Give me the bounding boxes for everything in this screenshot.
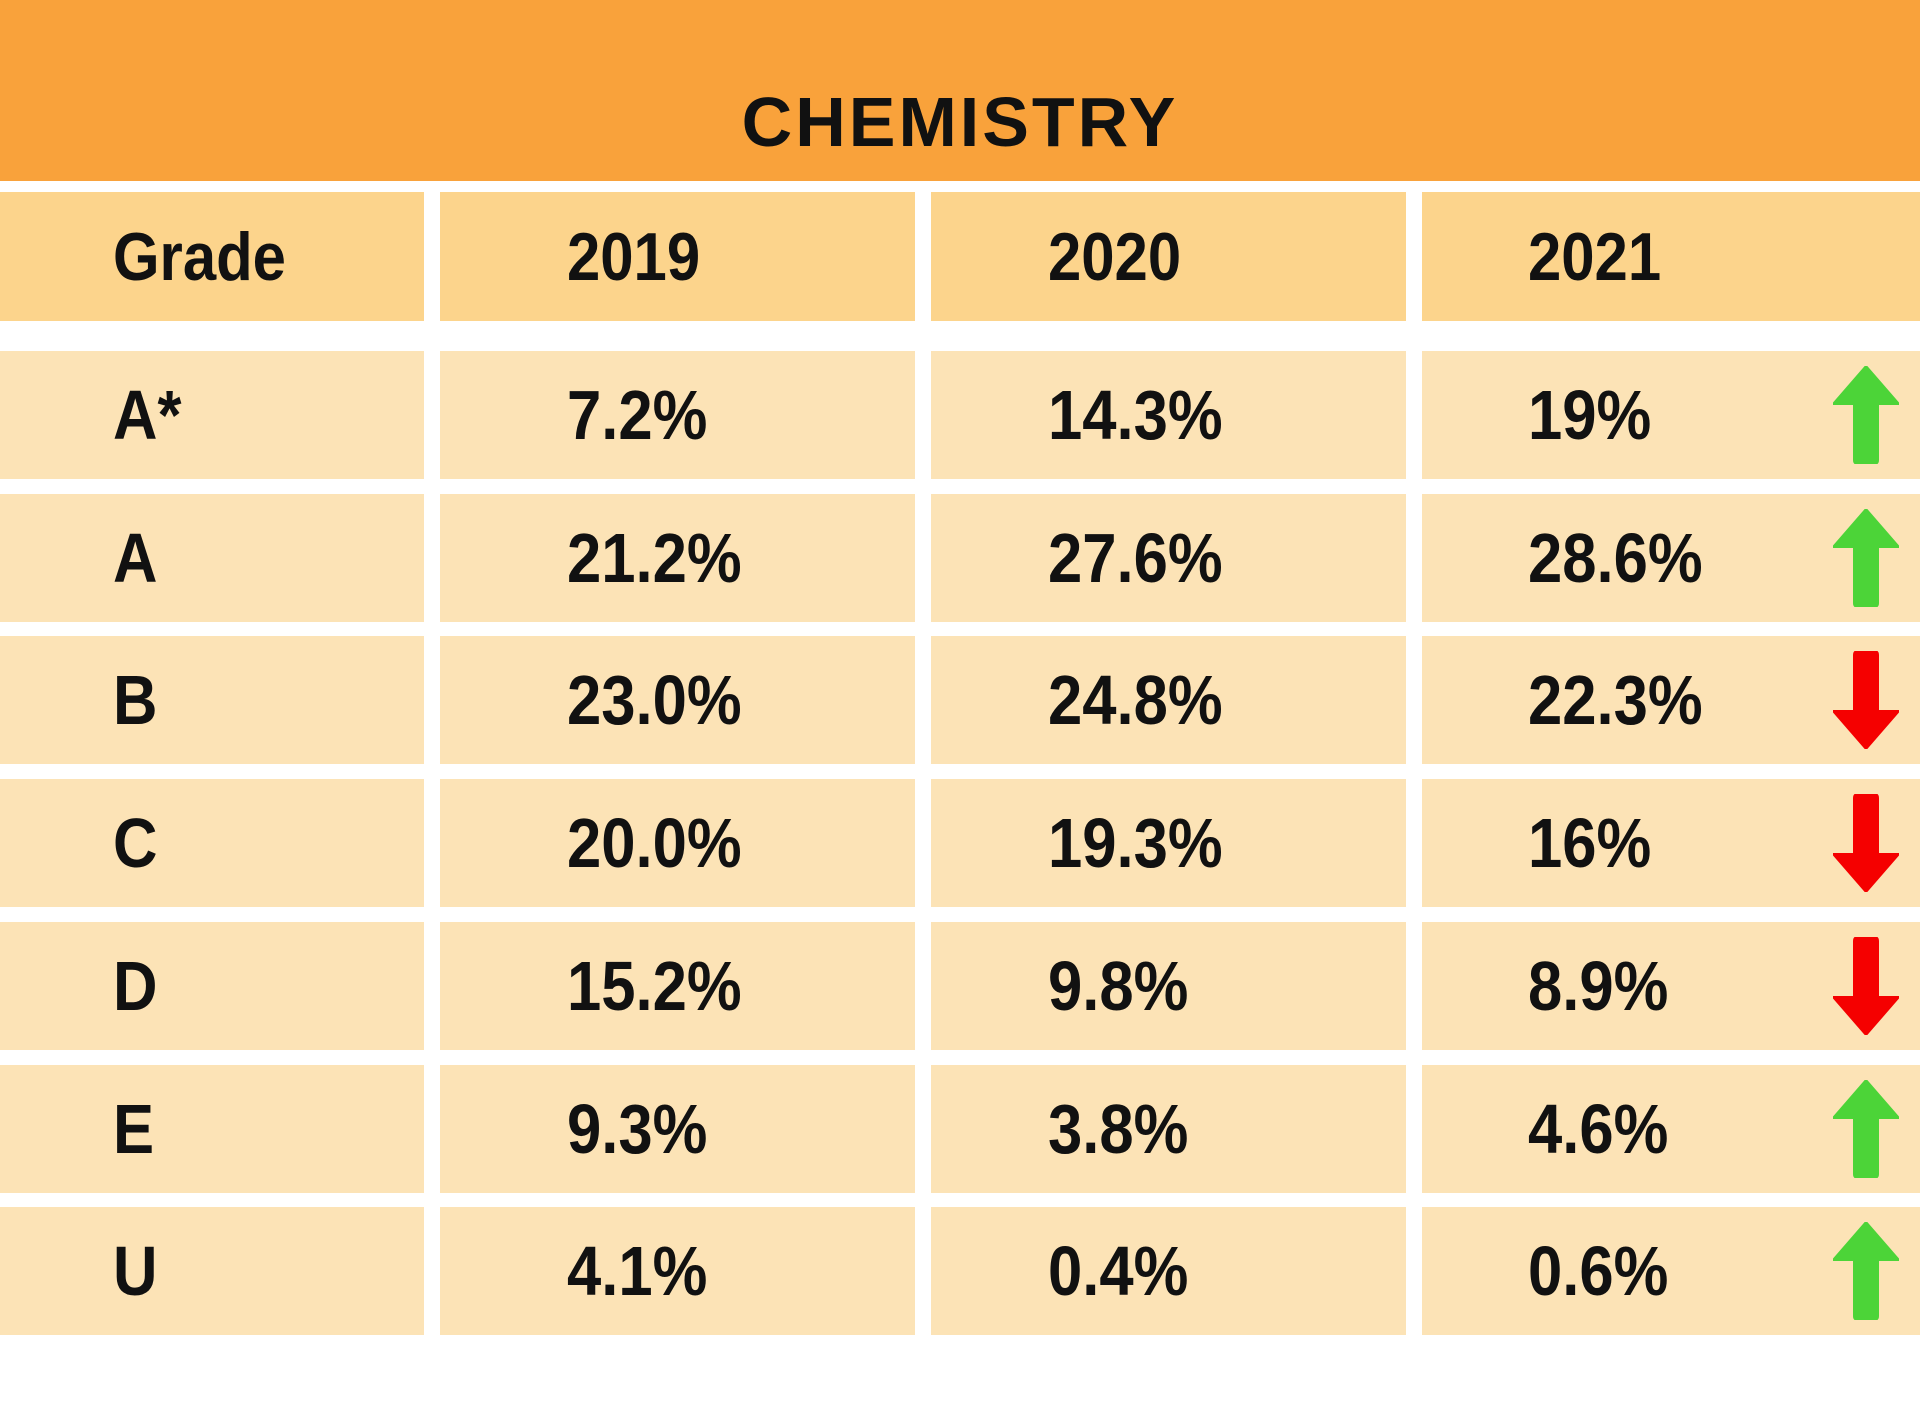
cell-value: 19.3% [1048, 804, 1223, 883]
cell-value: 15.2% [567, 946, 742, 1025]
cell-value: 20.0% [567, 804, 742, 883]
header-grade: Grade [0, 192, 424, 321]
cell-2019: 21.2% [440, 493, 915, 622]
cell-grade: D [0, 921, 424, 1050]
cell-grade: B [0, 636, 424, 765]
arrow-up-icon [1833, 508, 1899, 607]
cell-2021: 8.9% [1422, 921, 1920, 1050]
cell-2019: 23.0% [440, 636, 915, 765]
header-2021: 2021 [1422, 192, 1920, 321]
cell-2020: 14.3% [931, 351, 1406, 479]
header-label: 2021 [1528, 218, 1662, 295]
cell-2021: 28.6% [1422, 493, 1920, 622]
cell-value: 0.4% [1048, 1232, 1189, 1311]
cell-value: 22.3% [1528, 661, 1703, 740]
cell-2021: 0.6% [1422, 1207, 1920, 1336]
cell-value: 19% [1528, 376, 1652, 454]
cell-grade: A* [0, 351, 424, 479]
cell-2019: 4.1% [440, 1207, 915, 1336]
cell-value: 14.3% [1048, 376, 1223, 454]
cell-2020: 27.6% [931, 493, 1406, 622]
arrow-down-icon [1833, 794, 1899, 893]
cell-2019: 9.3% [440, 1064, 915, 1193]
cell-value: 8.9% [1528, 946, 1669, 1025]
header-2020: 2020 [931, 192, 1406, 321]
arrow-up-icon [1833, 1222, 1899, 1321]
cell-2019: 20.0% [440, 779, 915, 908]
cell-value: 9.8% [1048, 946, 1189, 1025]
cell-2019: 7.2% [440, 351, 915, 479]
title-bar: CHEMISTRY [0, 0, 1920, 181]
cell-2021: 4.6% [1422, 1064, 1920, 1193]
cell-value: 23.0% [567, 661, 742, 740]
table-title: CHEMISTRY [741, 83, 1179, 161]
cell-value: 3.8% [1048, 1089, 1189, 1168]
cell-2020: 19.3% [931, 779, 1406, 908]
arrow-down-icon [1833, 651, 1899, 750]
arrow-down-icon [1833, 936, 1899, 1035]
cell-grade: U [0, 1207, 424, 1336]
cell-value: B [113, 661, 158, 740]
cell-value: 16% [1528, 804, 1652, 883]
cell-value: A [113, 518, 158, 597]
cell-2020: 0.4% [931, 1207, 1406, 1336]
cell-value: A* [113, 376, 182, 454]
cell-value: 28.6% [1528, 518, 1703, 597]
cell-value: 4.1% [567, 1232, 708, 1311]
cell-value: 9.3% [567, 1089, 708, 1168]
cell-value: 4.6% [1528, 1089, 1669, 1168]
arrow-up-icon [1833, 366, 1899, 464]
cell-grade: A [0, 493, 424, 622]
header-label: 2020 [1048, 218, 1182, 295]
cell-value: 0.6% [1528, 1232, 1669, 1311]
cell-grade: C [0, 779, 424, 908]
header-label: 2019 [567, 218, 701, 295]
cell-2020: 9.8% [931, 921, 1406, 1050]
header-label: Grade [113, 218, 286, 295]
cell-value: E [113, 1089, 155, 1168]
cell-2019: 15.2% [440, 921, 915, 1050]
cell-2020: 24.8% [931, 636, 1406, 765]
cell-value: 24.8% [1048, 661, 1223, 740]
cell-value: 27.6% [1048, 518, 1223, 597]
cell-grade: E [0, 1064, 424, 1193]
cell-value: U [113, 1232, 158, 1311]
cell-2021: 19% [1422, 351, 1920, 479]
cell-value: D [113, 946, 158, 1025]
cell-2021: 16% [1422, 779, 1920, 908]
cell-2020: 3.8% [931, 1064, 1406, 1193]
cell-value: 7.2% [567, 376, 708, 454]
cell-value: 21.2% [567, 518, 742, 597]
arrow-up-icon [1833, 1079, 1899, 1178]
cell-2021: 22.3% [1422, 636, 1920, 765]
cell-value: C [113, 804, 158, 883]
header-2019: 2019 [440, 192, 915, 321]
